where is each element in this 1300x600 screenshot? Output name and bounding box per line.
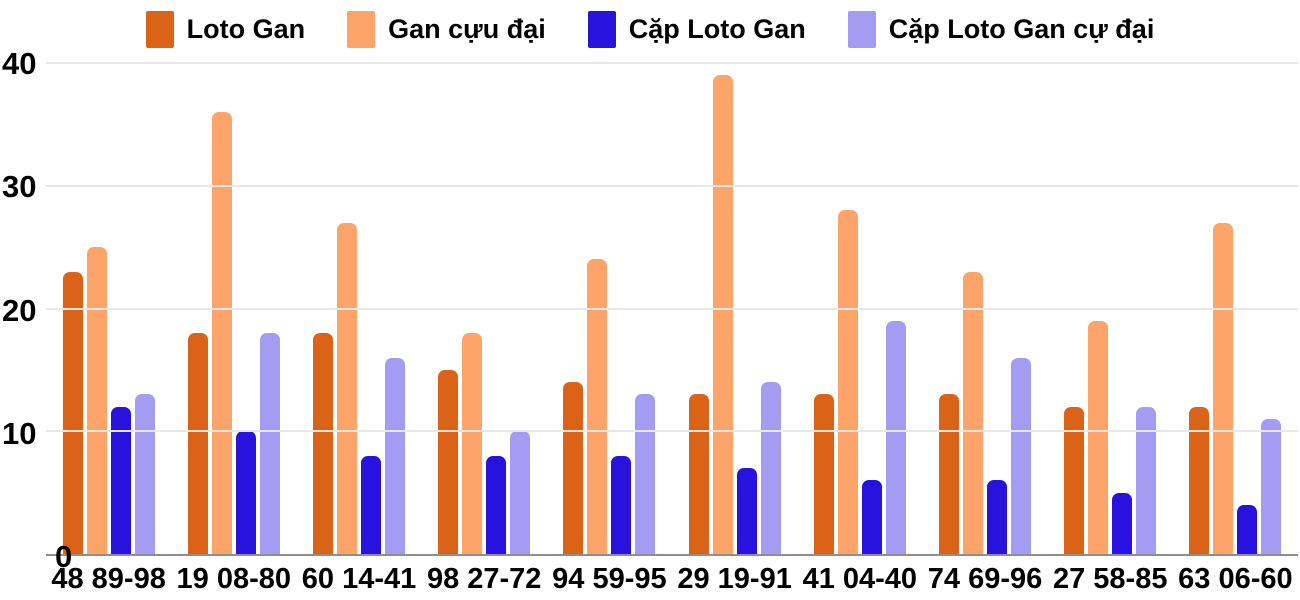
bar [86,247,107,554]
bar [462,333,483,554]
bar [1261,418,1282,554]
x-axis-category-label: 19 08-80 [176,563,292,595]
bar [1237,504,1258,554]
bar [187,333,208,554]
y-axis-tick-label-0: 0 [55,539,73,574]
bar [963,271,984,554]
x-axis-category-label: 41 04-40 [802,563,918,595]
bar-group-9 [1048,63,1173,554]
bar [1112,492,1133,554]
x-axis-category-labels: 48 89-98 19 08-80 60 14-41 98 27-72 94 59-95… [46,562,1298,598]
x-axis-category-label: 94 59-95 [552,563,667,595]
legend-swatch [847,10,876,48]
bar [1064,406,1085,554]
bar [1136,406,1157,554]
bar [110,406,131,554]
bar [134,394,155,554]
bar-groups [46,63,1298,554]
bar [587,259,608,554]
bar [1213,222,1234,554]
bar-group-7 [797,63,922,554]
bar [736,468,757,554]
x-axis-category-label: 74 69-96 [927,563,1043,595]
bar [510,431,531,554]
bar [337,222,357,554]
x-axis-category-label: 29 19-91 [677,563,792,595]
legend-item-2[interactable]: Gan cựu đại [347,10,546,48]
x-axis-category-label: 48 89-98 [51,563,166,595]
bar-group-1 [46,63,171,554]
bar [987,480,1008,554]
gridline-y20 [46,307,1298,310]
x-axis-category-label: 27 58-85 [1052,563,1168,595]
bar [259,333,280,554]
legend-label: Cặp Loto Gan cự đại [888,13,1155,44]
x-axis-category-label: 60 14-41 [301,563,417,595]
legend-swatch [347,10,376,48]
legend-label: Loto Gan [186,13,306,44]
bar [813,394,834,554]
bar [62,271,83,554]
legend-item-3[interactable]: Cặp Loto Gan [587,10,806,48]
legend-label: Cặp Loto Gan [628,13,806,44]
chart-plot-area [46,62,1298,556]
bar-group-6 [672,63,797,554]
bar [1011,357,1032,554]
bar-group-10 [1173,63,1298,554]
legend-swatch [145,10,174,48]
bar [635,394,656,554]
bar [712,75,733,554]
bar [385,357,405,554]
bar [1088,320,1109,554]
bar [438,369,459,554]
y-axis-tick-label-30: 30 [2,169,37,204]
bar [486,455,507,554]
gridline-y40 [46,62,1298,64]
bar [235,431,256,554]
legend-item-1[interactable]: Loto Gan [145,10,306,48]
bar-group-2 [171,63,296,554]
bar [563,382,584,554]
x-axis-category-label: 63 06-60 [1178,563,1293,595]
bar [1189,406,1210,554]
legend-item-4[interactable]: Cặp Loto Gan cự đại [847,10,1155,48]
bar-group-5 [547,63,672,554]
bar [837,210,858,554]
bar [611,455,632,554]
bar [313,333,333,554]
x-axis-category-label: 98 27-72 [426,563,542,595]
bar [861,480,882,554]
legend-swatch [587,10,616,48]
bar-group-3 [296,63,421,554]
gridline-y30 [46,184,1298,187]
bar [361,455,381,554]
bar [688,394,709,554]
bar-group-8 [922,63,1047,554]
bar [760,382,781,554]
y-axis-tick-label-20: 20 [2,293,37,328]
chart-legend: Loto Gan Gan cựu đại Cặp Loto Gan Cặp Loto … [0,6,1300,52]
y-axis-tick-label-40: 40 [2,46,37,81]
legend-label: Gan cựu đại [388,13,546,44]
gridline-y10 [46,430,1298,433]
bar [939,394,960,554]
bar [885,320,906,554]
bar-group-4 [422,63,547,554]
bar [211,112,232,554]
y-axis-tick-label-10: 10 [2,416,37,451]
